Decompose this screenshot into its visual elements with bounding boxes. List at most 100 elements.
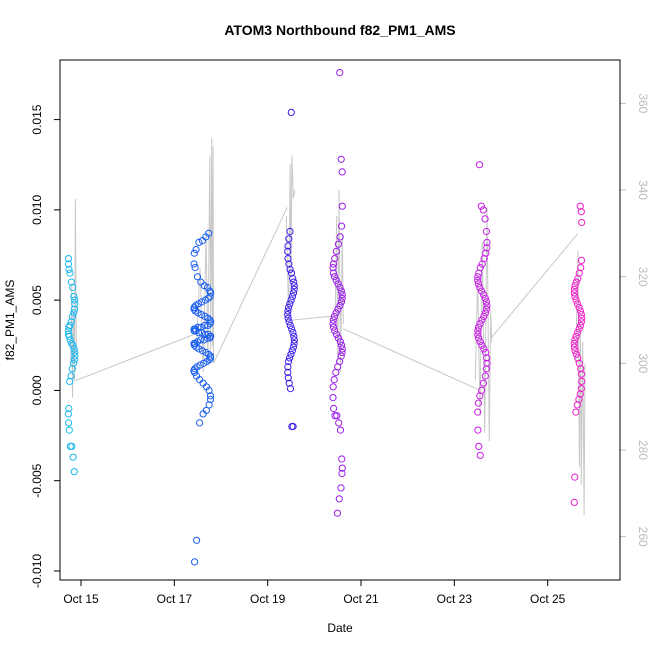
- altitude-connector: [213, 207, 288, 364]
- y2-tick-label: 260: [636, 527, 650, 547]
- data-point: [66, 377, 74, 385]
- data-point: [285, 260, 293, 268]
- data-point: [577, 370, 586, 378]
- data-point: [482, 298, 491, 306]
- data-point: [288, 292, 297, 301]
- data-point: [70, 292, 78, 301]
- data-point: [190, 341, 198, 349]
- scatter-series: [64, 69, 586, 566]
- data-point: [289, 329, 297, 337]
- data-point: [332, 330, 341, 338]
- data-point: [333, 509, 341, 517]
- data-point: [286, 321, 294, 329]
- y-tick-label: 0.015: [30, 104, 44, 134]
- data-point: [198, 237, 206, 245]
- data-point: [191, 368, 199, 376]
- data-point: [571, 473, 579, 481]
- data-point: [65, 332, 73, 340]
- data-point: [573, 401, 581, 409]
- data-point: [289, 289, 298, 297]
- data-point: [483, 244, 491, 252]
- data-point: [329, 316, 337, 324]
- data-point: [333, 412, 341, 420]
- data-point: [332, 309, 340, 317]
- data-point: [477, 202, 485, 210]
- data-point: [285, 303, 293, 311]
- data-point: [290, 336, 298, 344]
- x-axis: Oct 15 Oct 17 Oct 19 Oct 21 Oct 23 Oct 25: [63, 579, 566, 606]
- data-point: [478, 260, 486, 268]
- data-point: [206, 292, 214, 301]
- data-point: [576, 321, 585, 329]
- data-point: [286, 385, 295, 393]
- y-tick-label: 0.010: [30, 195, 44, 225]
- data-point: [284, 374, 292, 382]
- data-point: [338, 222, 346, 230]
- data-point: [284, 368, 292, 376]
- data-point: [64, 327, 73, 335]
- data-point: [480, 291, 488, 299]
- data-point: [287, 269, 296, 277]
- data-point: [479, 379, 488, 387]
- data-point: [483, 354, 491, 362]
- data-point: [478, 341, 486, 349]
- data-point: [476, 320, 484, 328]
- data-point: [575, 303, 583, 311]
- data-point: [570, 289, 578, 297]
- data-point: [284, 242, 292, 250]
- data-point: [331, 327, 339, 335]
- data-point: [483, 238, 491, 246]
- data-point: [570, 343, 579, 351]
- data-point: [574, 274, 582, 283]
- data-point: [284, 247, 292, 255]
- data-point: [474, 399, 482, 407]
- data-point: [330, 312, 338, 320]
- data-point: [474, 408, 482, 416]
- data-point: [336, 302, 344, 310]
- data-point: [194, 309, 202, 317]
- data-point: [329, 320, 337, 328]
- data-point: [192, 302, 200, 310]
- data-point: [483, 359, 491, 367]
- data-point: [284, 314, 292, 322]
- data-point: [573, 329, 582, 337]
- data-point: [337, 298, 345, 306]
- data-point: [338, 291, 346, 299]
- data-point: [70, 468, 78, 476]
- x-tick-label: Oct 15: [63, 592, 99, 606]
- data-point: [64, 410, 73, 418]
- y-axis: -0.010 -0.005 0.000 0.005 0.010 0.015: [30, 104, 61, 588]
- data-point: [338, 202, 346, 210]
- data-point: [70, 356, 79, 364]
- y2-tick-label: 360: [636, 93, 650, 113]
- data-point: [198, 298, 206, 306]
- data-point: [284, 255, 292, 263]
- altitude-connector: [491, 233, 579, 338]
- data-point: [575, 325, 583, 333]
- data-point: [334, 280, 342, 288]
- data-point: [290, 278, 298, 286]
- data-point: [290, 282, 298, 290]
- data-point: [338, 464, 346, 472]
- data-point: [572, 278, 580, 286]
- altitude-line: [285, 155, 296, 321]
- data-point: [332, 368, 340, 376]
- data-point: [482, 348, 490, 357]
- data-point: [201, 296, 209, 304]
- altitude-line: [474, 207, 493, 442]
- data-point: [338, 455, 346, 463]
- data-point: [70, 345, 78, 353]
- data-point: [284, 307, 292, 315]
- data-point: [194, 329, 203, 337]
- data-point: [577, 318, 586, 326]
- data-point: [67, 372, 75, 380]
- data-point: [205, 350, 213, 358]
- data-point: [200, 359, 208, 367]
- y-axis-label: f82_PM1_AMS: [3, 280, 17, 361]
- data-point: [481, 294, 489, 302]
- altitude-series: [70, 137, 586, 516]
- data-point: [331, 255, 339, 263]
- data-point: [199, 379, 207, 387]
- data-point: [578, 314, 586, 322]
- data-point: [474, 327, 482, 335]
